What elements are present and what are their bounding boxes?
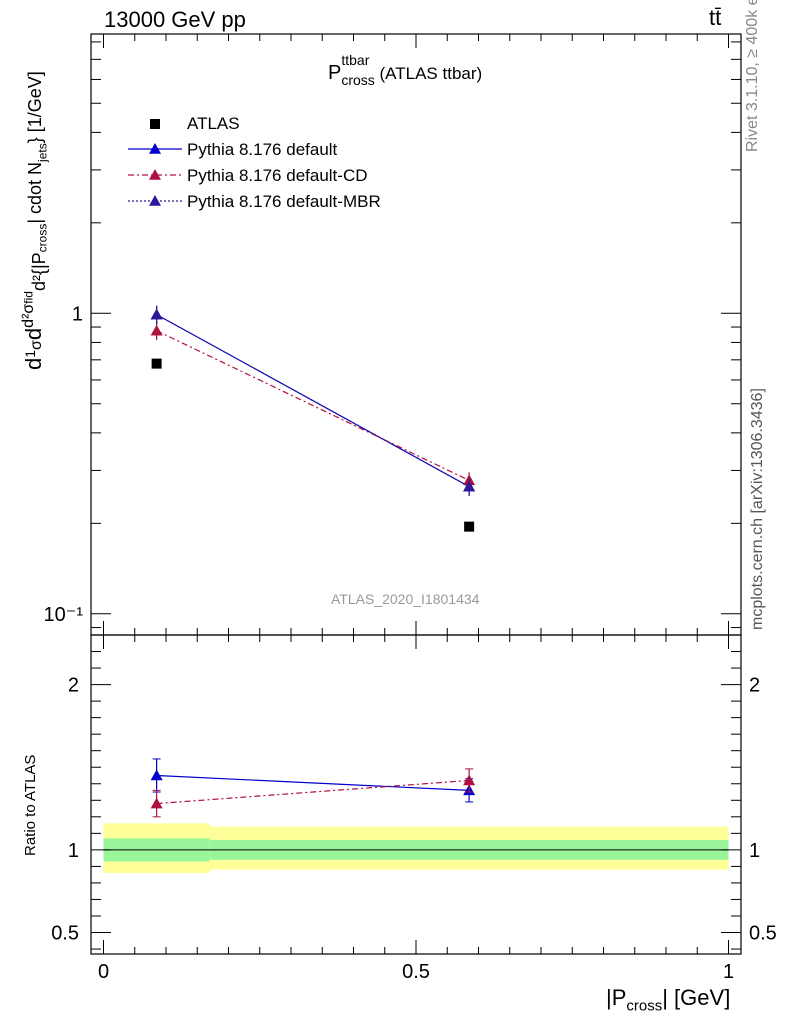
legend-label-atlas: ATLAS <box>187 114 240 133</box>
plot-title-sub: cross <box>341 72 375 88</box>
legend-marker <box>149 195 161 206</box>
x-tick-label: 0 <box>98 961 109 983</box>
ratio-y-tick-label-right: 0.5 <box>749 923 777 945</box>
ratio-y-tick-label-right: 1 <box>749 840 760 862</box>
legend-marker <box>149 169 161 180</box>
xlabel-sub: cross <box>626 997 663 1015</box>
ratio-series-line <box>156 779 470 805</box>
main-y-tick-label: 10⁻¹ <box>44 604 84 626</box>
ratio-series-line <box>156 774 470 791</box>
data-point-mc <box>150 308 163 320</box>
ratio-y-tick-label: 0.5 <box>51 923 79 945</box>
legend-marker <box>149 143 161 154</box>
series-line <box>156 330 470 481</box>
x-axis-label: |Pcross| [GeV] <box>606 985 730 1014</box>
ratio-data-point <box>463 774 476 786</box>
xlabel-pre: |P <box>606 985 627 1010</box>
plot-title-sup: ttbar <box>341 52 370 68</box>
ratio-y-tick-label-right: 2 <box>749 675 760 697</box>
ratio-data-point <box>150 769 163 781</box>
ratio-y-tick-label: 1 <box>68 840 79 862</box>
main-plot-frame <box>90 33 742 636</box>
x-tick-label: 1 <box>723 961 734 983</box>
plot-title-rest: (ATLAS ttbar) <box>374 64 483 83</box>
data-point-mc <box>150 324 163 336</box>
ratio-plot-frame <box>90 634 742 955</box>
ratio-y-tick-label: 2 <box>68 675 79 697</box>
ratio-data-point <box>150 797 163 809</box>
data-point-mc <box>463 480 476 492</box>
analysis-id: ATLAS_2020_I1801434 <box>331 591 480 607</box>
plot-title-main: P <box>328 62 342 84</box>
data-point-atlas <box>464 521 475 532</box>
legend-label-default: Pythia 8.176 default <box>187 140 338 159</box>
data-point-atlas <box>151 358 162 369</box>
main-y-tick-label: 1 <box>72 303 83 325</box>
energy-label: 13000 GeV pp <box>104 7 246 32</box>
x-tick-label: 0.5 <box>402 961 430 983</box>
series-line <box>156 314 470 488</box>
legend-label-cd: Pythia 8.176 default-CD <box>187 166 368 185</box>
process-label: tt̄ <box>709 5 722 30</box>
legend-label-mbr: Pythia 8.176 default-MBR <box>187 192 381 211</box>
legend-marker-atlas <box>150 119 160 129</box>
xlabel-post: | [GeV] <box>662 985 731 1010</box>
